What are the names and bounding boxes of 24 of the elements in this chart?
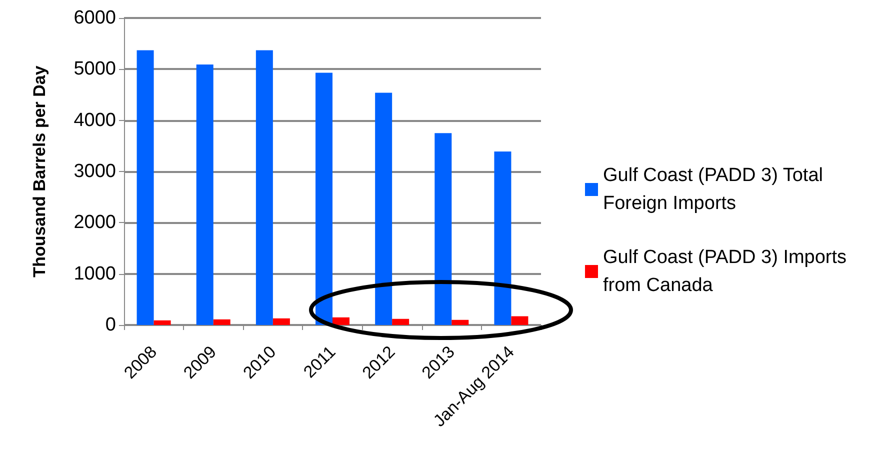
bar <box>511 316 528 325</box>
bar <box>256 50 273 325</box>
y-tick-label: 4000 <box>74 110 116 131</box>
bar <box>392 318 410 325</box>
y-axis-title: Thousand Barrels per Day <box>30 65 49 278</box>
y-tick-label: 2000 <box>74 212 116 234</box>
legend-label: Gulf Coast (PADD 3) Imports from Canada <box>603 247 852 296</box>
bar <box>452 320 469 325</box>
y-tick-label: 3000 <box>74 161 116 182</box>
y-tick-label: 0 <box>105 314 116 336</box>
bar <box>272 318 290 325</box>
y-tick-label: 5000 <box>74 58 116 80</box>
y-tick-label: 6000 <box>74 8 116 28</box>
bar <box>136 50 154 325</box>
bar <box>494 152 512 325</box>
legend-label: Gulf Coast (PADD 3) Total Foreign Imports <box>603 165 828 214</box>
bar <box>332 317 350 325</box>
bar <box>154 320 171 325</box>
y-tick-label: 1000 <box>74 263 116 284</box>
bar <box>434 133 452 325</box>
bar <box>316 72 332 325</box>
bar <box>196 64 214 325</box>
bar <box>213 319 230 325</box>
bar <box>375 92 392 325</box>
